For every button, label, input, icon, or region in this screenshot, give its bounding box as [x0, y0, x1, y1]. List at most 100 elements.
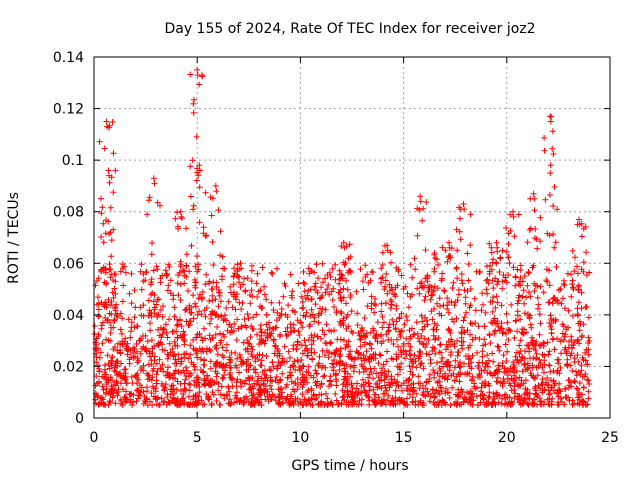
- roti-point: [384, 242, 391, 249]
- roti-point: [496, 347, 503, 354]
- roti-point: [416, 290, 423, 297]
- roti-point: [236, 299, 243, 306]
- roti-point: [347, 294, 354, 301]
- roti-point: [348, 328, 355, 335]
- roti-point: [315, 310, 322, 317]
- roti-point: [215, 207, 222, 214]
- roti-point: [399, 387, 405, 394]
- roti-point: [362, 262, 369, 269]
- roti-point: [127, 391, 134, 398]
- roti-point: [202, 189, 209, 196]
- roti-point: [372, 333, 379, 340]
- roti-point: [234, 376, 241, 383]
- roti-point: [463, 309, 470, 316]
- roti-point: [469, 320, 476, 327]
- roti-point: [109, 119, 116, 125]
- roti-point: [249, 346, 256, 353]
- roti-point: [336, 360, 343, 367]
- roti-point: [494, 393, 501, 399]
- roti-point: [347, 253, 354, 260]
- roti-point: [445, 358, 452, 365]
- roti-point: [193, 177, 200, 184]
- roti-point: [583, 249, 590, 256]
- roti-point: [405, 304, 412, 311]
- roti-point: [165, 399, 172, 405]
- roti-point: [182, 376, 189, 383]
- roti-point: [394, 371, 401, 378]
- roti-point: [433, 402, 440, 409]
- roti-point: [576, 216, 582, 223]
- roti-point: [347, 363, 354, 370]
- roti-point: [201, 375, 208, 382]
- roti-point: [357, 328, 364, 335]
- roti-point: [396, 328, 403, 335]
- roti-point: [174, 223, 181, 230]
- roti-point: [231, 320, 238, 327]
- roti-point: [291, 380, 297, 387]
- roti-point: [547, 118, 554, 125]
- roti-point: [201, 356, 208, 363]
- roti-point: [511, 233, 518, 240]
- roti-point: [180, 395, 187, 402]
- roti-point: [396, 315, 403, 322]
- roti-point: [541, 369, 547, 376]
- roti-point: [261, 371, 268, 378]
- roti-point: [370, 375, 377, 382]
- roti-point: [503, 225, 509, 231]
- roti-point: [531, 396, 537, 403]
- roti-point: [99, 373, 106, 380]
- roti-point: [314, 333, 321, 340]
- roti-point: [383, 270, 390, 277]
- roti-point: [453, 264, 460, 271]
- roti-point: [513, 349, 520, 356]
- roti-point: [193, 374, 200, 381]
- roti-point: [324, 402, 331, 408]
- roti-point: [546, 362, 553, 369]
- roti-point: [287, 354, 293, 361]
- roti-point: [252, 369, 259, 376]
- roti-point: [381, 367, 388, 374]
- roti-point: [388, 284, 395, 291]
- roti-point: [336, 348, 342, 355]
- roti-point: [152, 396, 159, 403]
- roti-point: [475, 323, 482, 330]
- roti-point: [532, 347, 539, 353]
- roti-point: [372, 391, 379, 398]
- roti-point: [193, 133, 200, 140]
- roti-point: [310, 374, 317, 381]
- roti-point: [126, 356, 133, 363]
- roti-point: [130, 344, 137, 351]
- roti-point: [146, 197, 152, 204]
- roti-point: [569, 284, 576, 291]
- roti-point: [443, 385, 449, 392]
- x-tick-label: 15: [395, 430, 413, 446]
- roti-point: [384, 348, 391, 355]
- roti-point: [383, 358, 390, 365]
- roti-point: [515, 281, 522, 288]
- roti-point: [356, 397, 363, 404]
- roti-point: [171, 370, 178, 377]
- roti-point: [241, 380, 248, 387]
- roti-point: [546, 232, 553, 239]
- roti-point: [584, 401, 591, 408]
- roti-point: [530, 190, 537, 197]
- roti-point: [226, 396, 233, 403]
- roti-point: [361, 355, 367, 362]
- roti-point: [413, 390, 420, 397]
- roti-point: [238, 265, 245, 272]
- roti-point: [574, 263, 580, 270]
- roti-point: [233, 395, 240, 402]
- roti-point: [358, 401, 365, 408]
- roti-point: [485, 394, 492, 401]
- roti-point: [245, 366, 252, 373]
- roti-point: [384, 247, 391, 254]
- roti-point: [102, 362, 108, 369]
- roti-point: [317, 384, 324, 390]
- roti-point: [299, 305, 306, 312]
- roti-point: [479, 380, 486, 387]
- roti-point: [185, 355, 192, 362]
- roti-point: [411, 255, 418, 262]
- roti-point: [584, 361, 591, 368]
- roti-point: [155, 311, 162, 318]
